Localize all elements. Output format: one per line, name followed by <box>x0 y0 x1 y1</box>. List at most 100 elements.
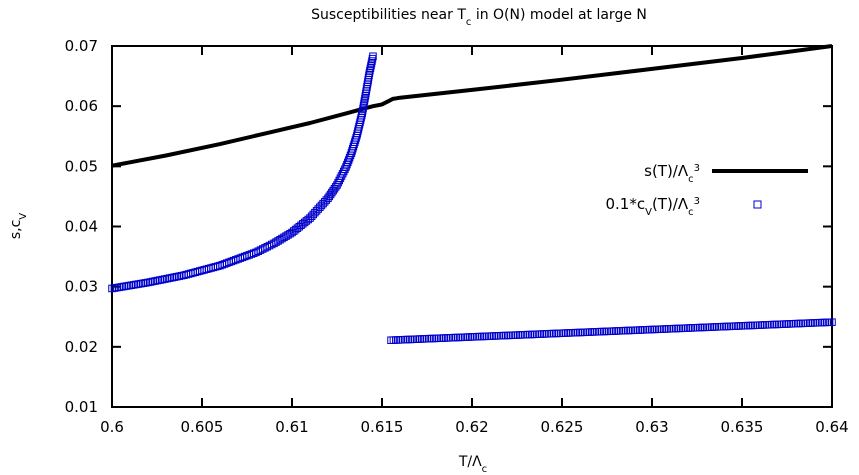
cv-point <box>789 319 798 328</box>
cv-point <box>823 318 831 327</box>
cv-point <box>442 334 450 342</box>
x-axis-label-main: T/Λ <box>458 454 482 470</box>
legend-s-superscript: 3 <box>694 163 700 174</box>
chart-title-rest: in O(N) model at large N <box>471 7 647 23</box>
cv-point <box>679 324 688 332</box>
cv-point <box>495 332 503 340</box>
cv-point <box>451 333 460 342</box>
cv-point <box>799 319 807 328</box>
cv-point <box>746 321 755 330</box>
cv-point <box>365 69 374 77</box>
cv-point <box>401 335 410 344</box>
y-tick-label: 0.01 <box>65 398 98 416</box>
cv-point <box>449 333 458 342</box>
legend-entry-cv-label: 0.1*cV(T)/Λc3 <box>605 195 700 218</box>
cv-point <box>555 329 563 338</box>
cv-point <box>629 326 637 335</box>
cv-point <box>631 326 640 334</box>
cv-point <box>509 331 517 339</box>
x-tick-label: 0.63 <box>635 418 668 436</box>
cv-point <box>576 328 585 337</box>
cv-point <box>418 335 426 343</box>
x-tick-labels: 0.6 0.605 0.61 0.615 0.62 0.625 0.63 0.635 0.64 <box>100 418 849 436</box>
cv-point <box>727 322 736 331</box>
cv-point <box>648 325 656 334</box>
cv-point <box>595 327 604 336</box>
cv-point <box>753 321 762 329</box>
cv-point <box>413 335 422 343</box>
cv-point <box>586 328 594 336</box>
cv-point <box>357 111 366 120</box>
cv-point <box>543 330 551 338</box>
y-tick-label: 0.03 <box>65 278 98 296</box>
cv-point <box>682 324 690 332</box>
cv-point <box>756 321 764 329</box>
cv-point <box>638 326 647 334</box>
cv-point <box>329 186 337 195</box>
cv-point <box>667 324 676 333</box>
cv-point <box>797 319 805 328</box>
cv-point <box>626 326 635 335</box>
cv-point <box>480 332 489 341</box>
cv-point <box>478 332 486 341</box>
cv-point <box>427 334 436 343</box>
cv-point <box>284 231 292 239</box>
cv-point <box>416 335 424 343</box>
cv-point <box>437 334 446 342</box>
cv-point <box>758 321 767 329</box>
cv-point <box>366 64 375 73</box>
cv-point <box>739 322 748 330</box>
cv-point <box>813 319 822 327</box>
cv-point <box>610 327 618 335</box>
cv-point <box>708 323 716 331</box>
cv-point <box>408 335 417 344</box>
x-tick-label: 0.61 <box>275 418 308 436</box>
cv-point <box>389 336 398 344</box>
cv-point <box>777 320 786 328</box>
cv-point <box>785 320 793 328</box>
cv-point <box>751 321 760 330</box>
cv-point <box>420 335 429 343</box>
cv-point <box>471 333 479 341</box>
cv-point <box>567 329 575 337</box>
x-tick-label: 0.62 <box>455 418 488 436</box>
cv-point <box>528 330 537 339</box>
cv-point <box>646 325 654 334</box>
cv-point <box>463 333 472 341</box>
cv-point <box>473 332 482 341</box>
cv-point <box>624 326 633 335</box>
series-specific-heat-points <box>108 52 836 344</box>
cv-point <box>744 321 752 330</box>
cv-point <box>713 323 721 331</box>
cv-point <box>660 325 668 333</box>
cv-point <box>325 192 334 201</box>
cv-point <box>811 319 819 327</box>
cv-point <box>535 330 544 338</box>
y-tick-label: 0.02 <box>65 338 98 356</box>
cv-point <box>507 331 515 340</box>
cv-point <box>490 332 498 340</box>
cv-point <box>502 331 510 340</box>
cv-point <box>732 322 740 330</box>
cv-point <box>432 334 441 343</box>
cv-point <box>598 327 606 336</box>
cv-point <box>761 321 769 329</box>
cv-point <box>504 331 513 340</box>
cv-point <box>593 328 601 336</box>
cv-point <box>461 333 470 341</box>
cv-point <box>718 322 726 331</box>
x-axis-label-subscript: c <box>482 464 488 475</box>
cv-point <box>729 322 738 330</box>
cv-point <box>499 331 508 340</box>
legend-cv-subscript: V <box>645 207 652 218</box>
cv-point <box>665 325 673 333</box>
cv-point <box>617 327 625 335</box>
cv-point <box>804 319 812 327</box>
series-group <box>108 44 836 344</box>
cv-point <box>324 194 332 202</box>
cv-point <box>782 320 791 328</box>
cv-point <box>691 324 700 332</box>
cv-point <box>569 329 577 337</box>
cv-point <box>538 330 546 338</box>
